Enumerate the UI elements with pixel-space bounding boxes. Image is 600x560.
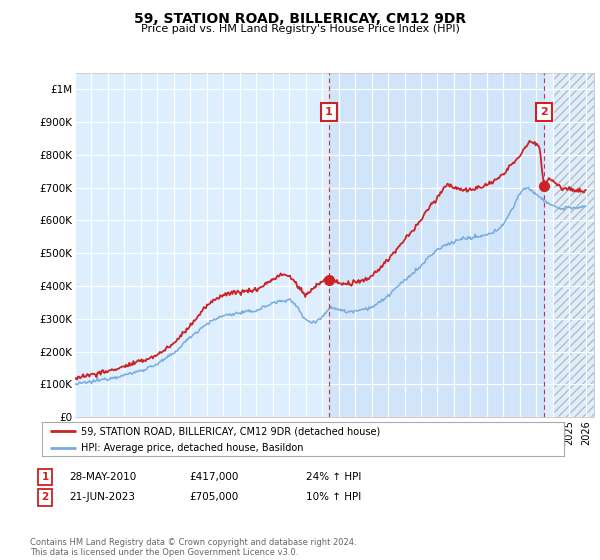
Text: £705,000: £705,000 — [189, 492, 238, 502]
Text: Price paid vs. HM Land Registry's House Price Index (HPI): Price paid vs. HM Land Registry's House … — [140, 24, 460, 34]
Text: 1: 1 — [41, 472, 49, 482]
Text: £417,000: £417,000 — [189, 472, 238, 482]
Text: 21-JUN-2023: 21-JUN-2023 — [69, 492, 135, 502]
Bar — [553, 73, 594, 417]
Text: 1: 1 — [325, 107, 333, 117]
Text: HPI: Average price, detached house, Basildon: HPI: Average price, detached house, Basi… — [81, 443, 304, 452]
Text: 28-MAY-2010: 28-MAY-2010 — [69, 472, 136, 482]
Text: Contains HM Land Registry data © Crown copyright and database right 2024.
This d: Contains HM Land Registry data © Crown c… — [30, 538, 356, 557]
Text: 24% ↑ HPI: 24% ↑ HPI — [306, 472, 361, 482]
Text: 2: 2 — [41, 492, 49, 502]
Bar — [553, 73, 594, 417]
Text: 2: 2 — [540, 107, 548, 117]
Bar — [329, 73, 544, 417]
Text: 59, STATION ROAD, BILLERICAY, CM12 9DR: 59, STATION ROAD, BILLERICAY, CM12 9DR — [134, 12, 466, 26]
Text: 10% ↑ HPI: 10% ↑ HPI — [306, 492, 361, 502]
Text: 59, STATION ROAD, BILLERICAY, CM12 9DR (detached house): 59, STATION ROAD, BILLERICAY, CM12 9DR (… — [81, 426, 380, 436]
